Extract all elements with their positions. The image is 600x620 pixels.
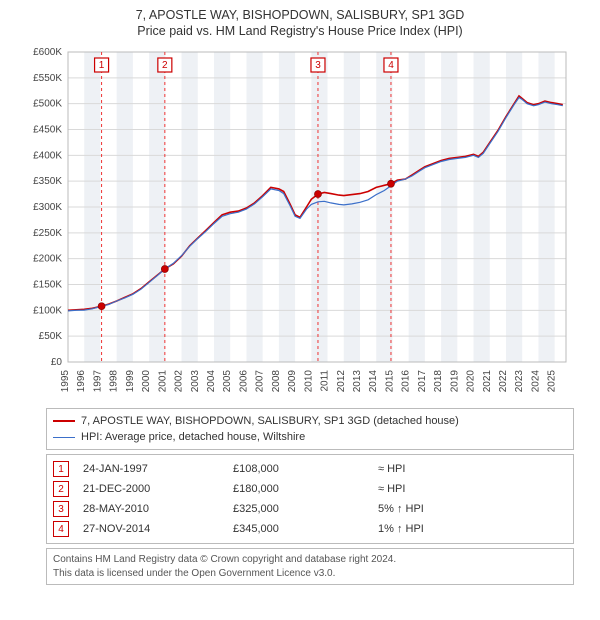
- footnote-line-1: Contains HM Land Registry data © Crown c…: [53, 553, 567, 567]
- svg-text:2012: 2012: [336, 370, 347, 393]
- title-line-2: Price paid vs. HM Land Registry's House …: [0, 24, 600, 38]
- svg-text:2011: 2011: [320, 370, 331, 392]
- svg-text:2025: 2025: [547, 370, 558, 393]
- svg-text:£0: £0: [51, 357, 63, 368]
- transaction-price: £325,000: [233, 503, 378, 515]
- svg-text:2001: 2001: [157, 370, 168, 393]
- transaction-vs-hpi: 1% ↑ HPI: [378, 523, 567, 535]
- svg-text:2022: 2022: [498, 370, 509, 393]
- svg-text:2019: 2019: [449, 370, 460, 393]
- svg-text:£600K: £600K: [33, 47, 62, 58]
- svg-text:2008: 2008: [271, 370, 282, 393]
- price-chart: £0 £50K £100K £150K £200K £250K £300K £350K £400…: [20, 42, 580, 402]
- transaction-marker: 4: [53, 521, 69, 537]
- svg-text:2005: 2005: [222, 370, 233, 393]
- svg-text:2003: 2003: [190, 370, 201, 393]
- transaction-price: £180,000: [233, 483, 378, 495]
- legend-item: HPI: Average price, detached house, Wilt…: [53, 429, 567, 445]
- svg-text:2014: 2014: [368, 370, 379, 393]
- footnote-line-2: This data is licensed under the Open Gov…: [53, 567, 567, 581]
- transaction-date: 28-MAY-2010: [83, 503, 233, 515]
- transactions-table: 1 24-JAN-1997£108,000≈ HPI 2 21-DEC-2000£18…: [46, 454, 574, 544]
- svg-text:£150K: £150K: [33, 280, 62, 291]
- transaction-row: 4 27-NOV-2014£345,0001% ↑ HPI: [53, 519, 567, 539]
- transaction-marker: 1: [53, 461, 69, 477]
- svg-text:2024: 2024: [530, 370, 541, 393]
- transaction-row: 1 24-JAN-1997£108,000≈ HPI: [53, 459, 567, 479]
- svg-text:£500K: £500K: [33, 99, 62, 110]
- legend-item: 7, APOSTLE WAY, BISHOPDOWN, SALISBURY, S…: [53, 413, 567, 429]
- transaction-vs-hpi: ≈ HPI: [378, 483, 567, 495]
- svg-text:£400K: £400K: [33, 150, 62, 161]
- svg-text:£350K: £350K: [33, 176, 62, 187]
- svg-text:2006: 2006: [238, 370, 249, 393]
- chart-title-block: 7, APOSTLE WAY, BISHOPDOWN, SALISBURY, S…: [0, 0, 600, 42]
- svg-text:1998: 1998: [109, 370, 120, 393]
- svg-text:4: 4: [388, 60, 394, 71]
- transaction-row: 2 21-DEC-2000£180,000≈ HPI: [53, 479, 567, 499]
- transaction-row: 3 28-MAY-2010£325,0005% ↑ HPI: [53, 499, 567, 519]
- transaction-vs-hpi: 5% ↑ HPI: [378, 503, 567, 515]
- svg-text:2000: 2000: [141, 370, 152, 393]
- svg-text:2021: 2021: [482, 370, 493, 393]
- footnote: Contains HM Land Registry data © Crown c…: [46, 548, 574, 585]
- svg-text:2007: 2007: [255, 370, 266, 393]
- transaction-marker: 3: [53, 501, 69, 517]
- legend-swatch: [53, 437, 75, 438]
- svg-text:£550K: £550K: [33, 73, 62, 84]
- svg-text:2010: 2010: [303, 370, 314, 393]
- transaction-marker: 2: [53, 481, 69, 497]
- title-line-1: 7, APOSTLE WAY, BISHOPDOWN, SALISBURY, S…: [0, 8, 600, 22]
- transaction-price: £345,000: [233, 523, 378, 535]
- svg-text:2017: 2017: [417, 370, 428, 393]
- legend-label: 7, APOSTLE WAY, BISHOPDOWN, SALISBURY, S…: [81, 415, 459, 427]
- svg-text:2016: 2016: [401, 370, 412, 393]
- legend-swatch: [53, 420, 75, 422]
- svg-text:2002: 2002: [174, 370, 185, 393]
- svg-text:2015: 2015: [384, 370, 395, 393]
- transaction-vs-hpi: ≈ HPI: [378, 463, 567, 475]
- transaction-price: £108,000: [233, 463, 378, 475]
- transaction-date: 27-NOV-2014: [83, 523, 233, 535]
- svg-text:3: 3: [315, 60, 321, 71]
- transaction-date: 24-JAN-1997: [83, 463, 233, 475]
- svg-text:£450K: £450K: [33, 125, 62, 136]
- svg-text:1995: 1995: [60, 370, 71, 393]
- legend: 7, APOSTLE WAY, BISHOPDOWN, SALISBURY, S…: [46, 408, 574, 450]
- svg-text:1999: 1999: [125, 370, 136, 393]
- svg-text:2018: 2018: [433, 370, 444, 393]
- transaction-date: 21-DEC-2000: [83, 483, 233, 495]
- svg-text:2: 2: [162, 60, 168, 71]
- svg-text:1996: 1996: [76, 370, 87, 393]
- svg-text:£50K: £50K: [39, 331, 63, 342]
- svg-text:£300K: £300K: [33, 202, 62, 213]
- svg-text:2023: 2023: [514, 370, 525, 393]
- svg-text:2013: 2013: [352, 370, 363, 393]
- svg-text:2020: 2020: [466, 370, 477, 393]
- svg-text:1997: 1997: [92, 370, 103, 393]
- svg-text:2004: 2004: [206, 370, 217, 393]
- svg-text:£100K: £100K: [33, 305, 62, 316]
- svg-text:£250K: £250K: [33, 228, 62, 239]
- svg-text:£200K: £200K: [33, 254, 62, 265]
- svg-text:1: 1: [99, 60, 105, 71]
- svg-text:2009: 2009: [287, 370, 298, 393]
- legend-label: HPI: Average price, detached house, Wilt…: [81, 431, 305, 443]
